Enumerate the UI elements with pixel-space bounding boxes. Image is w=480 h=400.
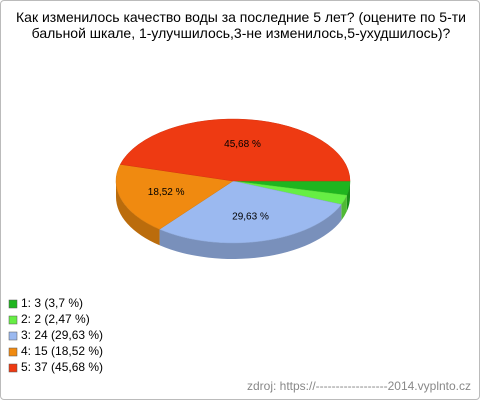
slice-side	[116, 181, 160, 246]
slice-label: 18,52 %	[148, 187, 185, 198]
legend-label: 1: 3 (3,7 %)	[21, 296, 83, 310]
legend-label: 2: 2 (2,47 %)	[21, 312, 90, 326]
slice-label: 29,63 %	[232, 212, 269, 223]
legend-label: 3: 24 (29,63 %)	[21, 328, 103, 342]
source: zdroj: https://------------------2014.vy…	[247, 379, 471, 393]
legend-swatch	[8, 315, 18, 325]
slice-side	[341, 195, 347, 221]
slice	[115, 164, 234, 230]
slice	[119, 118, 351, 182]
slice-side	[159, 204, 342, 259]
legend-swatch	[8, 363, 18, 373]
legend-label: 5: 37 (45,68 %)	[21, 360, 103, 374]
legend-swatch	[8, 299, 18, 309]
legend-swatch	[8, 331, 18, 341]
legend-swatch	[8, 347, 18, 357]
chart-title: Как изменилось качество воды за последни…	[16, 9, 466, 41]
slice-label: 45,68 %	[224, 139, 261, 150]
slice	[159, 180, 342, 244]
legend-label: 4: 15 (18,52 %)	[21, 344, 103, 358]
